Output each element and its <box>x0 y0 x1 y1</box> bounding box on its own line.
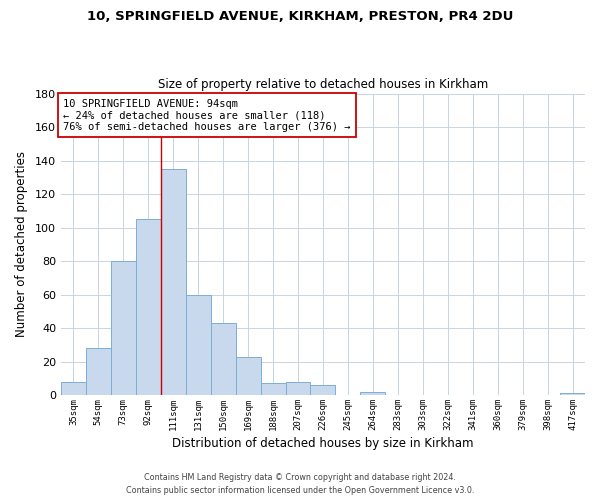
X-axis label: Distribution of detached houses by size in Kirkham: Distribution of detached houses by size … <box>172 437 474 450</box>
Title: Size of property relative to detached houses in Kirkham: Size of property relative to detached ho… <box>158 78 488 91</box>
Bar <box>136 219 161 395</box>
Bar <box>236 356 260 395</box>
Bar <box>186 294 211 395</box>
Bar <box>111 261 136 395</box>
Y-axis label: Number of detached properties: Number of detached properties <box>15 152 28 338</box>
Bar <box>86 348 111 395</box>
Bar <box>310 385 335 395</box>
Text: 10 SPRINGFIELD AVENUE: 94sqm
← 24% of detached houses are smaller (118)
76% of s: 10 SPRINGFIELD AVENUE: 94sqm ← 24% of de… <box>64 98 351 132</box>
Text: Contains HM Land Registry data © Crown copyright and database right 2024.
Contai: Contains HM Land Registry data © Crown c… <box>126 474 474 495</box>
Text: 10, SPRINGFIELD AVENUE, KIRKHAM, PRESTON, PR4 2DU: 10, SPRINGFIELD AVENUE, KIRKHAM, PRESTON… <box>87 10 513 23</box>
Bar <box>286 382 310 395</box>
Bar <box>361 392 385 395</box>
Bar <box>211 323 236 395</box>
Bar <box>161 169 186 395</box>
Bar <box>560 394 585 395</box>
Bar <box>260 384 286 395</box>
Bar <box>61 382 86 395</box>
